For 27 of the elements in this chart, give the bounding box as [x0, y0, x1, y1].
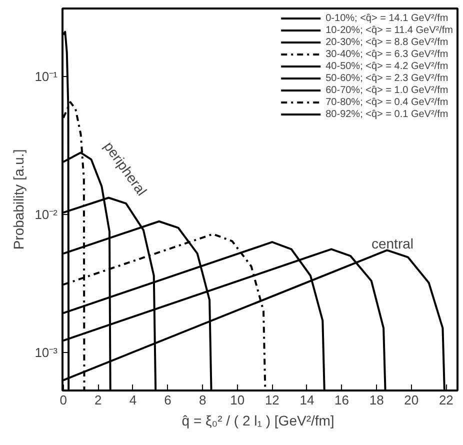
x-tick-label: 0	[60, 392, 67, 408]
legend-label: 70-80%; <q̂> = 0.4 GeV²/fm	[326, 96, 448, 108]
legend-label: 0-10%; <q̂> = 14.1 GeV²/fm	[326, 12, 448, 24]
y-axis-title: Probability [a.u.]	[10, 149, 27, 250]
x-tick-label: 16	[334, 392, 350, 408]
x-tick-label: 8	[198, 392, 206, 408]
legend-label: 20-30%; <q̂> = 8.8 GeV²/fm	[326, 36, 448, 48]
legend-label: 50-60%; <q̂> = 2.3 GeV²/fm	[326, 72, 448, 84]
y-tick-label: 10⁻³	[34, 344, 58, 360]
legend-label: 80-92%; <q̂> = 0.1 GeV²/fm	[326, 108, 448, 120]
x-axis-title: q̂ = ξ₀² / ( 2 l₁ ) [GeV²/fm]	[182, 412, 334, 428]
legend-label: 30-40%; <q̂> = 6.3 GeV²/fm	[326, 48, 448, 60]
x-tick-label: 10	[230, 392, 245, 408]
x-tick-label: 2	[94, 392, 102, 408]
x-tick-label: 12	[264, 392, 280, 408]
x-tick-label: 4	[129, 392, 137, 408]
legend-label: 10-20%; <q̂> = 11.4 GeV²/fm	[326, 24, 453, 36]
x-tick-label: 14	[300, 392, 314, 408]
legend-label: 60-70%; <q̂> = 1.0 GeV²/fm	[326, 84, 448, 96]
x-tick-label: 22	[438, 392, 454, 408]
x-tick-label: 6	[164, 392, 172, 408]
legend-label: 40-50%; <q̂> = 4.2 GeV²/fm	[326, 60, 448, 72]
x-tick-label: 18	[369, 392, 384, 408]
y-tick-label: 10⁻²	[34, 206, 58, 222]
annotation: central	[371, 236, 414, 252]
x-tick-label: 20	[404, 392, 419, 408]
y-tick-label: 10⁻¹	[34, 68, 58, 84]
